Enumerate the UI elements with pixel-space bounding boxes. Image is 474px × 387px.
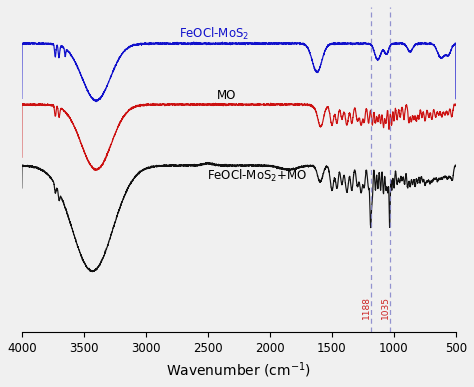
X-axis label: Wavenumber (cm$^{-1}$): Wavenumber (cm$^{-1}$)	[166, 360, 311, 380]
Text: FeOCl-MoS$_2$+MO: FeOCl-MoS$_2$+MO	[208, 168, 308, 184]
Text: FeOCl-MoS$_2$: FeOCl-MoS$_2$	[179, 26, 249, 41]
Text: 1035: 1035	[381, 296, 390, 319]
Text: MO: MO	[217, 89, 236, 103]
Text: 1188: 1188	[362, 296, 371, 319]
